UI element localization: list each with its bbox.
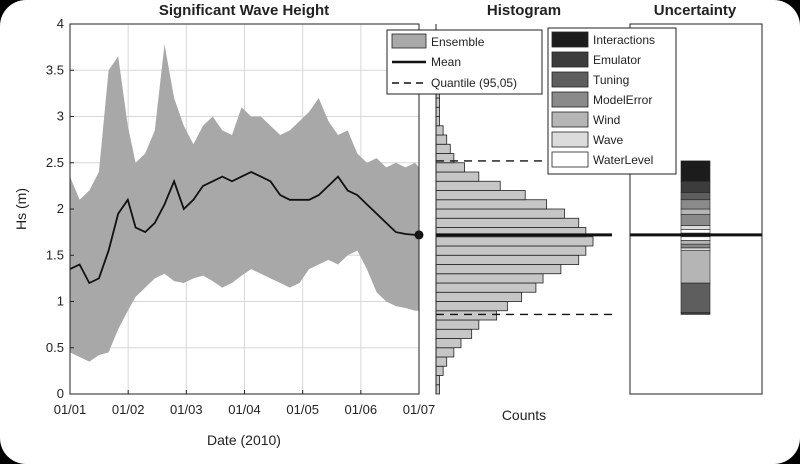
histogram-bar [435, 264, 562, 275]
y-tick-label: 1 [57, 294, 64, 309]
legend-swatch-wind [551, 111, 589, 128]
histogram-bar [435, 245, 587, 256]
legend-label-tuning: Tuning [593, 73, 629, 87]
histogram-bar [435, 291, 523, 302]
histogram-bar [435, 106, 440, 117]
histogram-bar [435, 365, 444, 376]
legend-swatch-modelerror [551, 91, 589, 108]
wave-height-x-ticks: 01/01 01/02 01/03 01/04 01/05 01/06 01/07 [54, 390, 436, 417]
mean-line [69, 171, 419, 285]
legend-label-waterlevel: WaterLevel [593, 153, 653, 167]
uncertainty-segment-emulator [680, 180, 711, 193]
histogram-bar [435, 208, 565, 219]
x-tick-label: 01/04 [228, 402, 261, 417]
ensemble-band [70, 44, 419, 362]
histogram-panel: Histogram Counts [435, 2, 612, 423]
uncertainty-segment-interactions [680, 160, 711, 182]
uncertainty-segment-tuning [680, 282, 711, 313]
x-tick-label: 01/01 [54, 402, 87, 417]
uncertainty-segment-wave [680, 225, 711, 230]
histogram-bar [435, 375, 440, 386]
x-tick-label: 01/06 [345, 402, 378, 417]
uncertainty-segment-wind [680, 250, 711, 284]
main-legend: Ensemble Mean Quantile (95,05) [386, 29, 543, 95]
uncertainty-title: Uncertainty [654, 2, 737, 19]
histogram-bar [435, 180, 501, 191]
histogram-bar [435, 116, 440, 127]
histogram-bar [435, 301, 508, 312]
wave-height-panel: Significant Wave Height 01/01 01/02 01/03 0… [13, 2, 435, 448]
histogram-bar [435, 217, 580, 228]
histogram-bar [435, 236, 594, 247]
histogram-bar [435, 310, 498, 321]
uncertainty-stacked-bar [680, 160, 711, 315]
histogram-bar [435, 134, 448, 145]
histogram-bar [435, 162, 465, 173]
uncertainty-segment-wave [680, 247, 711, 251]
uncertainty-segment-modelerror [680, 243, 711, 249]
histogram-bar [435, 282, 537, 293]
x-tick-label: 01/02 [112, 402, 145, 417]
histogram-bar [435, 125, 444, 136]
histogram-bar [435, 328, 473, 339]
uncertainty-panel: Uncertainty [629, 2, 763, 395]
histogram-bar [435, 143, 451, 154]
histogram-bar [435, 338, 462, 349]
y-tick-label: 0.5 [46, 340, 64, 355]
y-tick-label: 1.5 [46, 247, 64, 262]
uncertainty-segment-waterlevel [680, 236, 711, 241]
x-tick-label: 01/07 [403, 402, 436, 417]
histogram-bar [435, 384, 440, 395]
uncertainty-segment-waterlevel [680, 229, 711, 234]
x-tick-label: 01/05 [286, 402, 319, 417]
histogram-x-label: Counts [502, 407, 546, 423]
histogram-bar [435, 254, 580, 265]
uncertainty-segment-tuning [680, 192, 711, 201]
histogram-bar [435, 319, 480, 330]
legend-label-emulator: Emulator [593, 53, 641, 67]
uncertainty-segment-modelerror [680, 199, 711, 210]
legend-quantile-label: Quantile (95,05) [431, 76, 517, 90]
histogram-bar [435, 97, 440, 108]
histogram-bar [435, 190, 526, 201]
legend-label-modelerror: ModelError [593, 93, 652, 107]
uncertainty-segment-modelerror [680, 214, 711, 226]
y-axis-label: Hs (m) [13, 188, 29, 230]
legend-ensemble-label: Ensemble [431, 35, 485, 49]
y-tick-label: 2.5 [46, 155, 64, 170]
x-axis-label: Date (2010) [207, 432, 281, 448]
legend-label-wind: Wind [593, 113, 620, 127]
legend-swatch-interactions [551, 31, 589, 48]
legend-mean-label: Mean [431, 55, 461, 69]
wave-height-title: Significant Wave Height [159, 2, 329, 19]
histogram-bar [435, 356, 448, 367]
legend-label-interactions: Interactions [593, 33, 655, 47]
histogram-bar [435, 273, 544, 284]
wave-height-y-ticks: 0 0.5 1 1.5 2 2.5 3 3.5 4 [46, 16, 74, 401]
y-tick-label: 3.5 [46, 62, 64, 77]
uncertainty-segment-wind [680, 208, 711, 215]
legend-swatch-emulator [551, 51, 589, 68]
y-tick-label: 0 [57, 386, 64, 401]
histogram-title: Histogram [487, 2, 561, 19]
legend-ensemble-swatch [391, 33, 427, 49]
uncertainty-legend: Interactions Emulator Tuning ModelError Wind… [547, 27, 677, 175]
histogram-bar [435, 347, 455, 358]
histogram-bar [435, 171, 480, 182]
histogram-bar [435, 199, 548, 210]
uncertainty-segment-wind [680, 240, 711, 245]
legend-swatch-wave [551, 131, 589, 148]
histogram-bars [435, 42, 594, 395]
legend-swatch-waterlevel [551, 151, 589, 168]
y-tick-label: 4 [57, 16, 64, 31]
legend-label-wave: Wave [593, 133, 624, 147]
x-tick-label: 01/03 [170, 402, 203, 417]
legend-swatch-tuning [551, 71, 589, 88]
y-tick-label: 2 [57, 201, 64, 216]
y-tick-label: 3 [57, 109, 64, 124]
uncertainty-axes-box [629, 23, 763, 395]
